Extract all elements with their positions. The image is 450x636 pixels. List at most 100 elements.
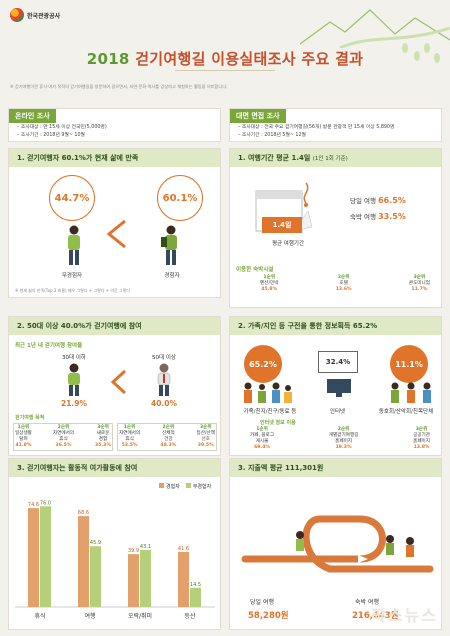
logo-mark-icon [10, 8, 24, 22]
rank-name: 펜션/민박 [260, 281, 279, 286]
section-leisure-title: 3. 걷기여행자는 활동적 여가활동에 참여 [9, 459, 220, 477]
club-group-icon [391, 382, 431, 403]
young-person-icon [68, 363, 80, 396]
leisure-bar-chart: 74.6 76.0 휴식 68.6 45.9 여행 39.943.1 오락/취미 41.6 14.… [15, 500, 215, 620]
family-label: 가족/친지/친구/동료 등 [243, 409, 297, 415]
rank-label: 2순위 [162, 425, 175, 430]
bar-value-label: 76.0 [40, 500, 51, 506]
footprints-icon [402, 43, 440, 63]
legend-walker-label: 경험자 [166, 484, 180, 490]
avg-days-label: 평균 여행기간 [271, 241, 305, 247]
bar-walker-0 [28, 508, 39, 607]
age2-rank-3: 3순위 등산/산책 선호 39.5% [197, 425, 215, 449]
family-group-icon [244, 382, 292, 403]
internet-label: 인터넷 [329, 409, 346, 415]
section-info-source: 2. 가족/지인 등 구전을 통한 정보획득 65.2% 65.2% 32.4%… [229, 316, 442, 456]
overnight-spend-amount: 216,643원 [352, 611, 399, 621]
day-trip-label: 당일 여행 [350, 197, 376, 205]
rank-label: 1순위 [17, 425, 30, 430]
non-walker-person-icon [68, 225, 80, 265]
rank-name: 자연에서의 휴식 [119, 431, 141, 442]
section-age-title: 2. 50대 이상 40.0%가 걷기여행에 참여 [9, 317, 220, 335]
section-leisure-chart: 3. 걷기여행자는 활동적 여가활동에 참여 경험자 무경험자 74.6 76.0… [8, 458, 221, 630]
section-duration-title: 1. 여행기간 평균 1.4일 (1인 1회 기준) [230, 149, 441, 167]
day-trip-pct: 66.5% [378, 196, 406, 205]
rank-name: 신체적 건강 [162, 431, 175, 442]
club-label: 동호회/산악회/친목단체 [378, 409, 434, 415]
non-walker-pct: 44.7% [54, 192, 90, 204]
definition-note: ※ 걷기여행이란 휴식·여가 목적의 걷기여행길을 방문하여 걸으면서, 자연·… [10, 84, 228, 89]
non-walker-label: 무경험자 [61, 273, 83, 279]
rank-pct: 53.5% [121, 443, 138, 448]
senior-person-icon [157, 363, 171, 396]
watermark: 팍스뉴스 [371, 606, 438, 625]
chart-legend: 경험자 무경험자 [159, 483, 211, 490]
less-than-icon [106, 219, 126, 249]
section-satisfaction: 1. 걷기여행자 60.1%가 현재 삶에 만족 44.7% 60.1% 무경험… [8, 148, 221, 298]
participation-subtitle: 최근 1년 내 걷기여행 참여율 [15, 343, 83, 349]
rank-label: 2순위 [337, 427, 350, 432]
offline-survey-label: 대면 면접 조사 [230, 109, 286, 123]
rank-pct: 69.4% [254, 445, 270, 450]
bar-value-label: 43.1 [140, 544, 151, 550]
age1-label: 30대 이하 [62, 355, 86, 361]
offline-survey-info: 대면 면접 조사 – 조사대상 : 전국 주요 걷기여행길(56개) 방문 관광… [229, 108, 442, 142]
club-pct-bubble: 11.1% [390, 345, 428, 383]
internet-info-title: 인터넷 정보 이용 [260, 420, 296, 426]
section-age-participation: 2. 50대 이상 40.0%가 걷기여행에 참여 최근 1년 내 걷기여행 참… [8, 316, 221, 456]
rank-label: 1순위 [256, 427, 268, 432]
rank-name: 새로운 경험 [96, 431, 110, 442]
bar-walker-3 [178, 551, 189, 607]
avg-days-badge: 1.4일 [262, 217, 302, 233]
rank-name: 호텔 [339, 281, 348, 286]
duration-title-text: 1. 여행기간 평균 1.4일 [238, 154, 311, 162]
age1-purpose-ranks: 1순위 일상생활 탈피 41.8% 2순위 자연에서의 휴식 36.5% 3순위 새로운 … [13, 423, 113, 451]
legend-nonwalker-label: 무경험자 [192, 484, 212, 490]
family-pct-bubble: 65.2% [244, 345, 282, 383]
purpose-title: 걷기여행 목적 [15, 415, 45, 421]
rank-label: 3순위 [97, 425, 109, 430]
bar-value-label: 45.9 [90, 540, 101, 546]
bar-nonwalker-3 [190, 587, 201, 607]
walker-pct: 60.1% [162, 192, 198, 204]
rank-pct: 36.5% [55, 443, 72, 448]
bar-walker-2 [128, 554, 139, 607]
logo-text: 한국관광공사 [27, 12, 61, 20]
overnight-spend-label: 숙박 여행 [355, 599, 379, 606]
legend-walker: 경험자 [159, 483, 180, 490]
online-period: – 조사기간 : 2018년 9월~ 10월 [17, 133, 85, 138]
rank-label: 1순위 [263, 275, 276, 280]
category-label: 오락/취미 [128, 612, 152, 620]
lodging-title: 이용한 숙박시설 [236, 267, 274, 273]
section-info-title: 2. 가족/지인 등 구전을 통한 정보획득 65.2% [230, 317, 441, 335]
rank-label: 3순위 [413, 275, 426, 280]
online-target: – 조사대상 : 만 15세 이상 전국민(5,000명) [17, 125, 107, 130]
walker-person-icon [161, 225, 177, 265]
day-spend-label: 당일 여행 [250, 599, 274, 606]
rank-name: 등산/산책 선호 [196, 431, 215, 442]
lodging-rank-1: 1순위 펜션/민박 45.8% [260, 275, 278, 293]
rank-label: 3순위 [199, 425, 212, 430]
bar-nonwalker-0 [40, 506, 51, 607]
bar-nonwalker-2 [140, 549, 151, 607]
rank-pct: 35.3% [95, 443, 111, 448]
rank-name: 일상생활 탈피 [15, 431, 32, 442]
age2-pct: 40.0% [150, 399, 178, 408]
walker-bubble: 60.1% [157, 175, 203, 221]
offline-period: – 조사기간 : 2018년 5월~ 12월 [238, 133, 306, 138]
rank-pct: 13.6% [335, 287, 352, 292]
overnight-row: 숙박 여행 33.5% [350, 211, 406, 221]
rank-pct: 19.3% [335, 445, 352, 450]
satisfaction-note: ※ 현재 삶의 만족(Top 3 비율) 매우 그렇다 + 그렇다 + 약간 그… [15, 288, 131, 293]
rank-label: 2순위 [57, 425, 70, 430]
online-survey-label: 온라인 조사 [9, 109, 56, 123]
category-label: 등산 [184, 612, 196, 620]
age2-rank-1: 1순위 자연에서의 휴식 53.5% [119, 425, 140, 449]
internet-rank-1: 1순위 카페, 블로그 게시물 69.4% [250, 427, 274, 451]
section-spending-title: 3. 지출액 평균 111,301원 [230, 459, 441, 477]
internet-rank-2: 2순위 개별걷기여행길 홈페이지 19.3% [329, 427, 359, 451]
overnight-label: 숙박 여행 [350, 213, 376, 221]
online-survey-info: 온라인 조사 – 조사대상 : 만 15세 이상 전국민(5,000명) – 조… [8, 108, 221, 142]
bar-value-label: 68.6 [78, 510, 89, 516]
age2-purpose-ranks: 1순위 자연에서의 휴식 53.5% 2순위 신체적 건강 48.3% 3순위 등산/산책… [117, 423, 217, 451]
